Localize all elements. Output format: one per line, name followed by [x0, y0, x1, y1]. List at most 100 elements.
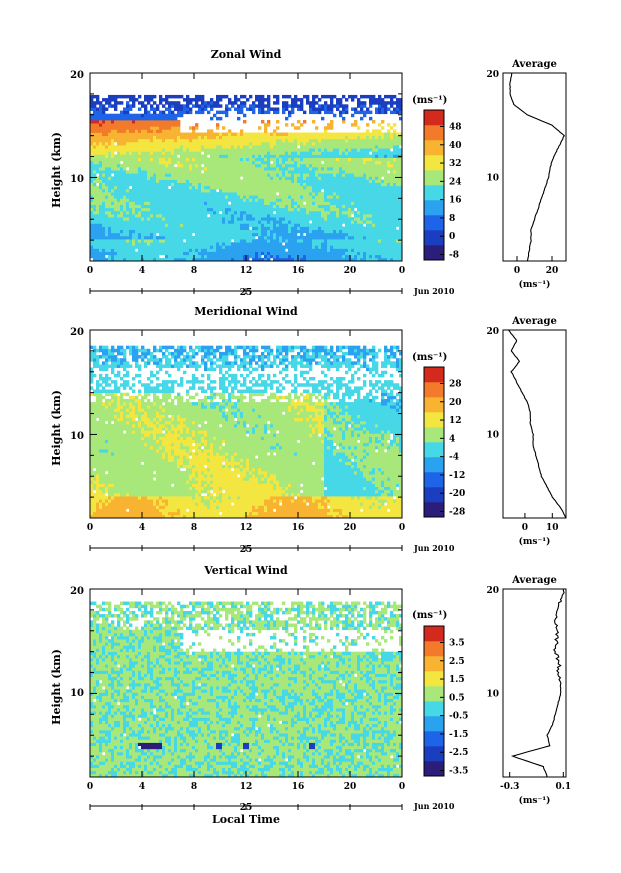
heatmap-cell [297, 170, 301, 174]
heatmap-cell [243, 251, 247, 256]
heatmap-cell [195, 179, 199, 184]
heatmap-cell [111, 129, 115, 133]
heatmap-cell [348, 245, 352, 249]
heatmap-cell [315, 185, 319, 190]
heatmap-cell [201, 242, 205, 246]
heatmap-cell [225, 201, 229, 205]
heatmap-cell [276, 201, 280, 205]
heatmap-cell [363, 94, 367, 99]
heatmap-cell [99, 104, 103, 108]
heatmap-cell [93, 148, 97, 152]
heatmap-cell [249, 229, 253, 234]
heatmap-cell [279, 201, 283, 205]
heatmap-cell [192, 242, 196, 246]
heatmap-cell [228, 210, 232, 215]
heatmap-cell [177, 120, 181, 124]
heatmap-cell [150, 514, 154, 518]
heatmap-cell [105, 120, 109, 124]
heatmap-cell [198, 229, 202, 234]
heatmap-cell [135, 251, 139, 256]
heatmap-cell [276, 176, 280, 180]
heatmap-cell [297, 198, 301, 202]
heatmap-cell [330, 179, 334, 184]
heatmap-cell [129, 163, 133, 168]
heatmap-cell [186, 179, 190, 184]
heatmap-cell [348, 135, 352, 140]
heatmap-cell [276, 179, 280, 184]
heatmap-cell [321, 157, 325, 162]
heatmap-cell [276, 163, 280, 168]
heatmap-cell [150, 220, 154, 224]
heatmap-cell [189, 214, 193, 218]
heatmap-cell [144, 192, 148, 196]
heatmap-cell [375, 204, 379, 209]
heatmap-cell [216, 135, 220, 140]
heatmap-cell [399, 182, 402, 187]
heatmap-cell [231, 104, 235, 108]
heatmap-cell [159, 514, 163, 518]
heatmap-cell [117, 179, 121, 184]
heatmap-cell [225, 138, 229, 143]
heatmap-cell [324, 220, 328, 224]
x-tick-label: 20 [344, 266, 357, 276]
heatmap-cell [297, 229, 301, 234]
heatmap-cell [183, 220, 187, 224]
heatmap-cell [204, 210, 208, 215]
heatmap-cell [159, 151, 163, 155]
heatmap-cell [321, 210, 325, 215]
heatmap-cell [99, 120, 103, 124]
heatmap-cell [384, 239, 388, 243]
heatmap-cell [369, 251, 373, 256]
heatmap-cell [246, 145, 250, 149]
heatmap-cell [399, 242, 402, 246]
heatmap-cell [348, 242, 352, 246]
heatmap-cell [99, 101, 103, 105]
heatmap-cell [213, 135, 217, 140]
heatmap-cell [231, 248, 235, 252]
heatmap-cell [375, 98, 379, 102]
heatmap-cell [354, 245, 358, 249]
heatmap-cell [165, 198, 169, 202]
heatmap-cell [393, 132, 397, 137]
heatmap-cell [219, 135, 223, 140]
heatmap-cell [150, 201, 154, 205]
heatmap-cell [369, 173, 373, 177]
heatmap-cell [126, 245, 130, 249]
heatmap-cell [186, 217, 190, 221]
heatmap-cell [336, 201, 340, 205]
heatmap-cell [270, 141, 274, 146]
x-tick-label: 4 [139, 266, 145, 276]
heatmap-cell [219, 207, 223, 212]
heatmap-cell [330, 110, 334, 115]
heatmap-cell [384, 167, 388, 171]
heatmap-cell [108, 251, 112, 256]
heatmap-cell [369, 179, 373, 184]
heatmap-cell [252, 239, 256, 243]
heatmap-cell [393, 226, 397, 231]
heatmap-cell [357, 167, 361, 171]
heatmap-cell [135, 182, 139, 187]
heatmap-cell [393, 94, 397, 99]
heatmap-cell [282, 179, 286, 184]
heatmap-cell [129, 145, 133, 149]
heatmap-cell [123, 254, 127, 259]
heatmap-cell [168, 235, 172, 240]
heatmap-cell [261, 120, 265, 124]
heatmap-cell [384, 141, 388, 146]
heatmap-cell [225, 157, 229, 162]
heatmap-cell [351, 173, 355, 177]
heatmap-cell [384, 217, 388, 221]
heatmap-cell [297, 141, 301, 146]
heatmap-cell [393, 207, 397, 212]
heatmap-cell [99, 132, 103, 137]
heatmap-cell [162, 229, 166, 234]
heatmap-cell [363, 254, 367, 259]
heatmap-cell [282, 192, 286, 196]
heatmap-cell [369, 254, 373, 259]
heatmap-cell [198, 98, 202, 102]
heatmap-cell [372, 179, 376, 184]
heatmap-cell [168, 135, 172, 140]
heatmap-cell [285, 257, 289, 261]
heatmap-cell [204, 170, 208, 174]
heatmap-cell [393, 192, 397, 196]
